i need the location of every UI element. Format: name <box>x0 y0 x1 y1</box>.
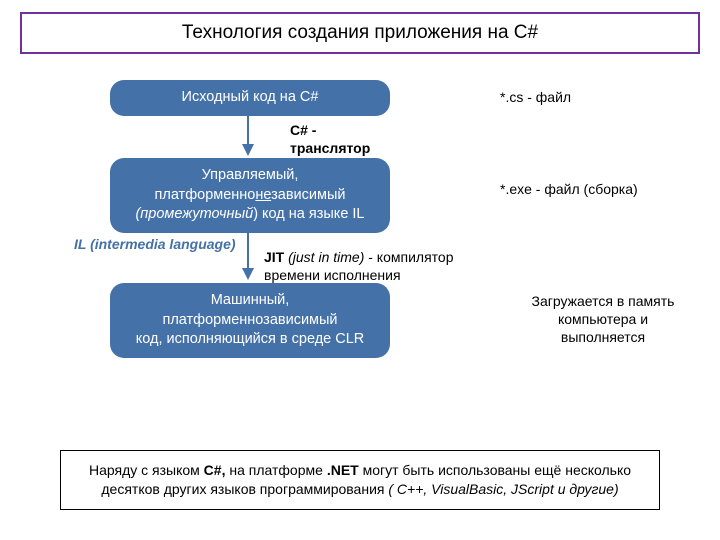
bottom-italic: ( С++, VisualBasic, JScript и другие) <box>388 481 618 497</box>
stage3-line2: платформеннозависимый <box>162 312 337 328</box>
jit-bold: JIT <box>264 249 284 265</box>
note-cs-file: *.cs - файл <box>500 88 571 106</box>
translator-text: C# - транслятор <box>290 122 370 156</box>
stage1-text: Исходный код на C# <box>182 89 319 105</box>
arrow-1 <box>240 116 256 156</box>
jit-label: JIT (just in time) - компилятор времени … <box>264 249 494 284</box>
arrow-2 <box>240 222 256 280</box>
note0-text: *.cs - файл <box>500 89 571 105</box>
bottom-box: Наряду с языком C#, на платформе .NET мо… <box>60 450 660 510</box>
note-exe-file: *.exe - файл (сборка) <box>500 180 660 198</box>
note1-text: *.exe - файл (сборка) <box>500 181 638 197</box>
bottom-pre: Наряду с языком <box>89 462 204 478</box>
stage2-line3-italic: (промежуточный <box>135 206 253 222</box>
stage2-line2-under: не <box>255 187 271 203</box>
title-text: Технология создания приложения на C# <box>182 22 538 43</box>
stage3-line1: Машинный, <box>211 292 290 308</box>
bottom-bold2: .NET <box>327 462 359 478</box>
il-text: IL (intermedia language) <box>74 236 236 252</box>
title-box: Технология создания приложения на C# <box>20 12 700 54</box>
note2-text: Загружается в память компьютера и выполн… <box>532 293 675 345</box>
stage-box-machine: Машинный, платформеннозависимый код, исп… <box>110 283 390 358</box>
stage3-line3: код, исполняющийся в среде CLR <box>136 331 365 347</box>
jit-italic: (just in time) <box>284 249 368 265</box>
il-label: IL (intermedia language) <box>74 236 236 252</box>
stage2-line3-post: ) код на языке IL <box>253 206 364 222</box>
bottom-mid1: на платформе <box>229 462 326 478</box>
stage-box-source: Исходный код на C# <box>110 80 390 116</box>
stage2-line2-pre: платформенно <box>155 187 256 203</box>
stage2-line2-post: зависимый <box>271 187 345 203</box>
translator-label: C# - транслятор <box>290 122 400 157</box>
stage2-line1: Управляемый, <box>202 167 299 183</box>
note-loaded: Загружается в память компьютера и выполн… <box>518 292 688 347</box>
bottom-bold1: C#, <box>204 462 230 478</box>
